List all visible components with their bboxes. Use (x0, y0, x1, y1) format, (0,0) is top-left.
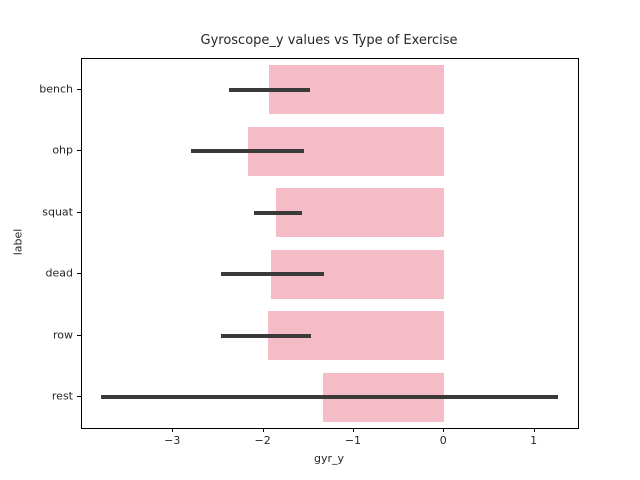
x-tick-mark--1 (352, 428, 354, 432)
x-tick-label-0: 0 (439, 434, 447, 447)
error-bar-bench (229, 87, 310, 92)
x-axis-label: gyr_y (313, 452, 345, 465)
x-tick-mark--2 (262, 428, 264, 432)
x-tick-label--1: −1 (344, 434, 362, 447)
error-bar-ohp (191, 149, 305, 154)
x-tick-label-1: 1 (530, 434, 538, 447)
y-tick-mark-bench (77, 88, 81, 90)
plot-area (81, 58, 579, 429)
y-tick-label-ohp: ohp (52, 143, 73, 157)
y-tick-mark-rest (77, 396, 81, 398)
y-tick-label-rest: rest (51, 389, 73, 403)
y-tick-label-dead: dead (45, 266, 73, 280)
bar-squat (276, 188, 445, 238)
x-tick-label--3: −3 (164, 434, 181, 447)
x-tick-mark-1 (533, 428, 535, 432)
y-tick-mark-dead (77, 273, 81, 275)
y-tick-label-squat: squat (42, 205, 73, 219)
error-bar-rest (100, 395, 559, 400)
x-tick-label--2: −2 (254, 434, 271, 447)
x-tick-mark--3 (172, 428, 174, 432)
y-tick-label-row: row (52, 328, 73, 342)
x-tick-mark-0 (443, 428, 445, 432)
error-bar-row (221, 333, 312, 338)
error-bar-dead (221, 272, 325, 277)
chart-title: Gyroscope_y values vs Type of Exercise (200, 33, 458, 48)
y-tick-mark-ohp (77, 150, 81, 152)
y-tick-mark-squat (77, 211, 81, 213)
y-tick-label-bench: bench (39, 82, 73, 96)
y-tick-mark-row (77, 334, 81, 336)
y-axis-label: label (11, 228, 25, 256)
error-bar-squat (253, 210, 302, 215)
